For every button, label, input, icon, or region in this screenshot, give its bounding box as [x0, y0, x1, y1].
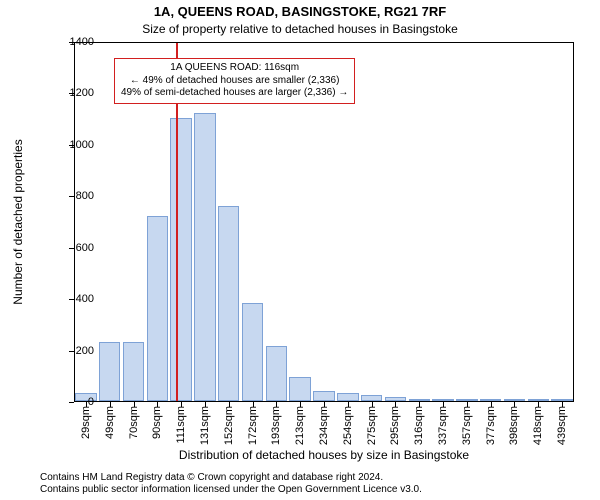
xtick-label: 357sqm [461, 406, 473, 445]
xtick-mark [229, 402, 230, 407]
xtick-label: 152sqm [223, 406, 235, 445]
xtick-mark [372, 402, 373, 407]
xtick-label: 439sqm [556, 406, 568, 445]
xtick-mark [562, 402, 563, 407]
xtick-mark [110, 402, 111, 407]
xtick-mark [276, 402, 277, 407]
ytick-label: 800 [34, 190, 94, 202]
xtick-mark [86, 402, 87, 407]
xtick-label: 111sqm [175, 406, 187, 444]
xtick-label: 377sqm [485, 406, 497, 445]
xtick-mark [205, 402, 206, 407]
xtick-mark [253, 402, 254, 407]
xtick-label: 295sqm [389, 406, 401, 445]
xtick-mark [181, 402, 182, 407]
xtick-label: 316sqm [413, 406, 425, 445]
chart-title: Size of property relative to detached ho… [0, 22, 600, 36]
xtick-label: 418sqm [532, 406, 544, 445]
annotation-line-3: 49% of semi-detached houses are larger (… [121, 87, 348, 100]
xtick-label: 70sqm [128, 406, 140, 439]
xtick-mark [134, 402, 135, 407]
annotation-line-1: 1A QUEENS ROAD: 116sqm [121, 62, 348, 75]
xtick-label: 337sqm [437, 406, 449, 445]
footer-line-1: Contains HM Land Registry data © Crown c… [40, 472, 422, 484]
xtick-mark [300, 402, 301, 407]
xtick-mark [419, 402, 420, 407]
xtick-mark [324, 402, 325, 407]
xtick-mark [491, 402, 492, 407]
xtick-label: 275sqm [366, 406, 378, 445]
xtick-label: 254sqm [342, 406, 354, 445]
chart-container: 1A, QUEENS ROAD, BASINGSTOKE, RG21 7RF S… [0, 0, 600, 500]
xtick-mark [467, 402, 468, 407]
ytick-label: 1000 [34, 139, 94, 151]
xtick-label: 193sqm [270, 406, 282, 445]
xtick-mark [395, 402, 396, 407]
footer-credits: Contains HM Land Registry data © Crown c… [40, 472, 422, 496]
xtick-label: 131sqm [199, 406, 211, 445]
ytick-label: 600 [34, 242, 94, 254]
xtick-label: 172sqm [247, 406, 259, 445]
y-axis-label: Number of detached properties [11, 139, 25, 304]
x-axis-label: Distribution of detached houses by size … [74, 448, 574, 462]
annotation-box: 1A QUEENS ROAD: 116sqm ← 49% of detached… [114, 58, 355, 104]
xtick-label: 398sqm [508, 406, 520, 445]
xtick-mark [157, 402, 158, 407]
xtick-label: 49sqm [104, 406, 116, 439]
annotation-line-2: ← 49% of detached houses are smaller (2,… [121, 75, 348, 88]
xtick-label: 29sqm [80, 406, 92, 439]
chart-suptitle: 1A, QUEENS ROAD, BASINGSTOKE, RG21 7RF [0, 4, 600, 19]
xtick-label: 213sqm [294, 406, 306, 445]
xtick-label: 90sqm [151, 406, 163, 439]
xtick-mark [538, 402, 539, 407]
xtick-mark [514, 402, 515, 407]
xtick-label: 234sqm [318, 406, 330, 445]
xtick-mark [443, 402, 444, 407]
ytick-label: 200 [34, 345, 94, 357]
ytick-label: 400 [34, 293, 94, 305]
ytick-label: 1400 [34, 36, 94, 48]
xtick-mark [348, 402, 349, 407]
ytick-label: 1200 [34, 87, 94, 99]
footer-line-2: Contains public sector information licen… [40, 484, 422, 496]
